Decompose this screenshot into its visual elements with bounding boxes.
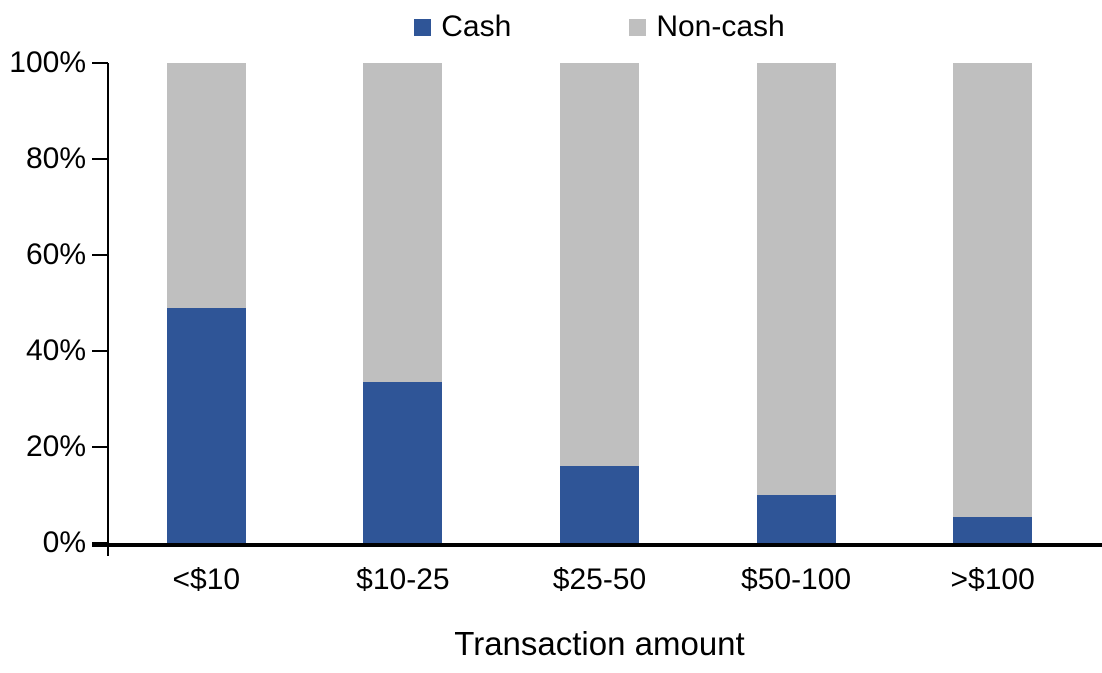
stacked-bar [953, 63, 1033, 543]
bar-slot [894, 63, 1091, 543]
legend-label: Non-cash [656, 10, 785, 43]
x-axis-tick-label: <$10 [172, 563, 241, 596]
x-axis-tick-label: $10-25 [356, 563, 450, 596]
y-axis-tick-label: 60% [25, 238, 86, 271]
stacked-bar [363, 63, 443, 543]
bar-segment-cash [363, 382, 443, 543]
bar-segment-cash [559, 466, 639, 543]
x-axis-tick-label: $50-100 [741, 563, 852, 596]
x-axis-tick-labels: <$10 $10-25 $25-50 $50-100 >$100 [108, 562, 1091, 598]
y-axis-tick [92, 254, 108, 256]
y-axis-tick-label: 80% [25, 142, 86, 175]
bar-slot [305, 63, 502, 543]
y-axis-tick [92, 158, 108, 160]
bar-slot [108, 63, 305, 543]
y-axis-tick [92, 446, 108, 448]
x-axis-origin-tick [107, 543, 109, 556]
x-axis-tick-label: $25-50 [552, 563, 647, 596]
chart-legend: Cash Non-cash [108, 10, 1091, 44]
bar-slot [501, 63, 698, 543]
y-axis-tick-label: 40% [25, 334, 86, 367]
y-axis-tick-label: 20% [25, 430, 86, 463]
legend-item-cash: Cash [414, 10, 511, 44]
stacked-bar [559, 63, 639, 543]
bar-segment-non-cash [363, 63, 443, 383]
legend-swatch-icon [414, 18, 432, 36]
bar-segment-non-cash [756, 63, 836, 495]
bar-segment-non-cash [953, 63, 1033, 517]
x-axis-tick-label: >$100 [950, 563, 1035, 596]
stacked-bar [756, 63, 836, 543]
y-axis-tick-label: 100% [9, 46, 86, 79]
stacked-bar [166, 63, 246, 543]
y-axis-tick [92, 542, 108, 544]
y-axis-tick [92, 350, 108, 352]
plot-area [108, 63, 1091, 543]
bar-segment-non-cash [166, 63, 246, 308]
y-axis-line [107, 63, 109, 543]
bar-segment-cash [756, 495, 836, 543]
legend-item-non-cash: Non-cash [629, 10, 785, 44]
bar-segment-non-cash [559, 63, 639, 467]
bar-segment-cash [953, 516, 1033, 543]
legend-label: Cash [441, 10, 512, 43]
x-axis-line [92, 543, 1102, 547]
bar-slot [698, 63, 895, 543]
y-axis-tick-label: 0% [42, 526, 86, 559]
bar-segment-cash [166, 307, 246, 543]
x-axis-title: Transaction amount [454, 625, 745, 662]
legend-swatch-icon [629, 18, 647, 36]
y-axis-tick [92, 62, 108, 64]
